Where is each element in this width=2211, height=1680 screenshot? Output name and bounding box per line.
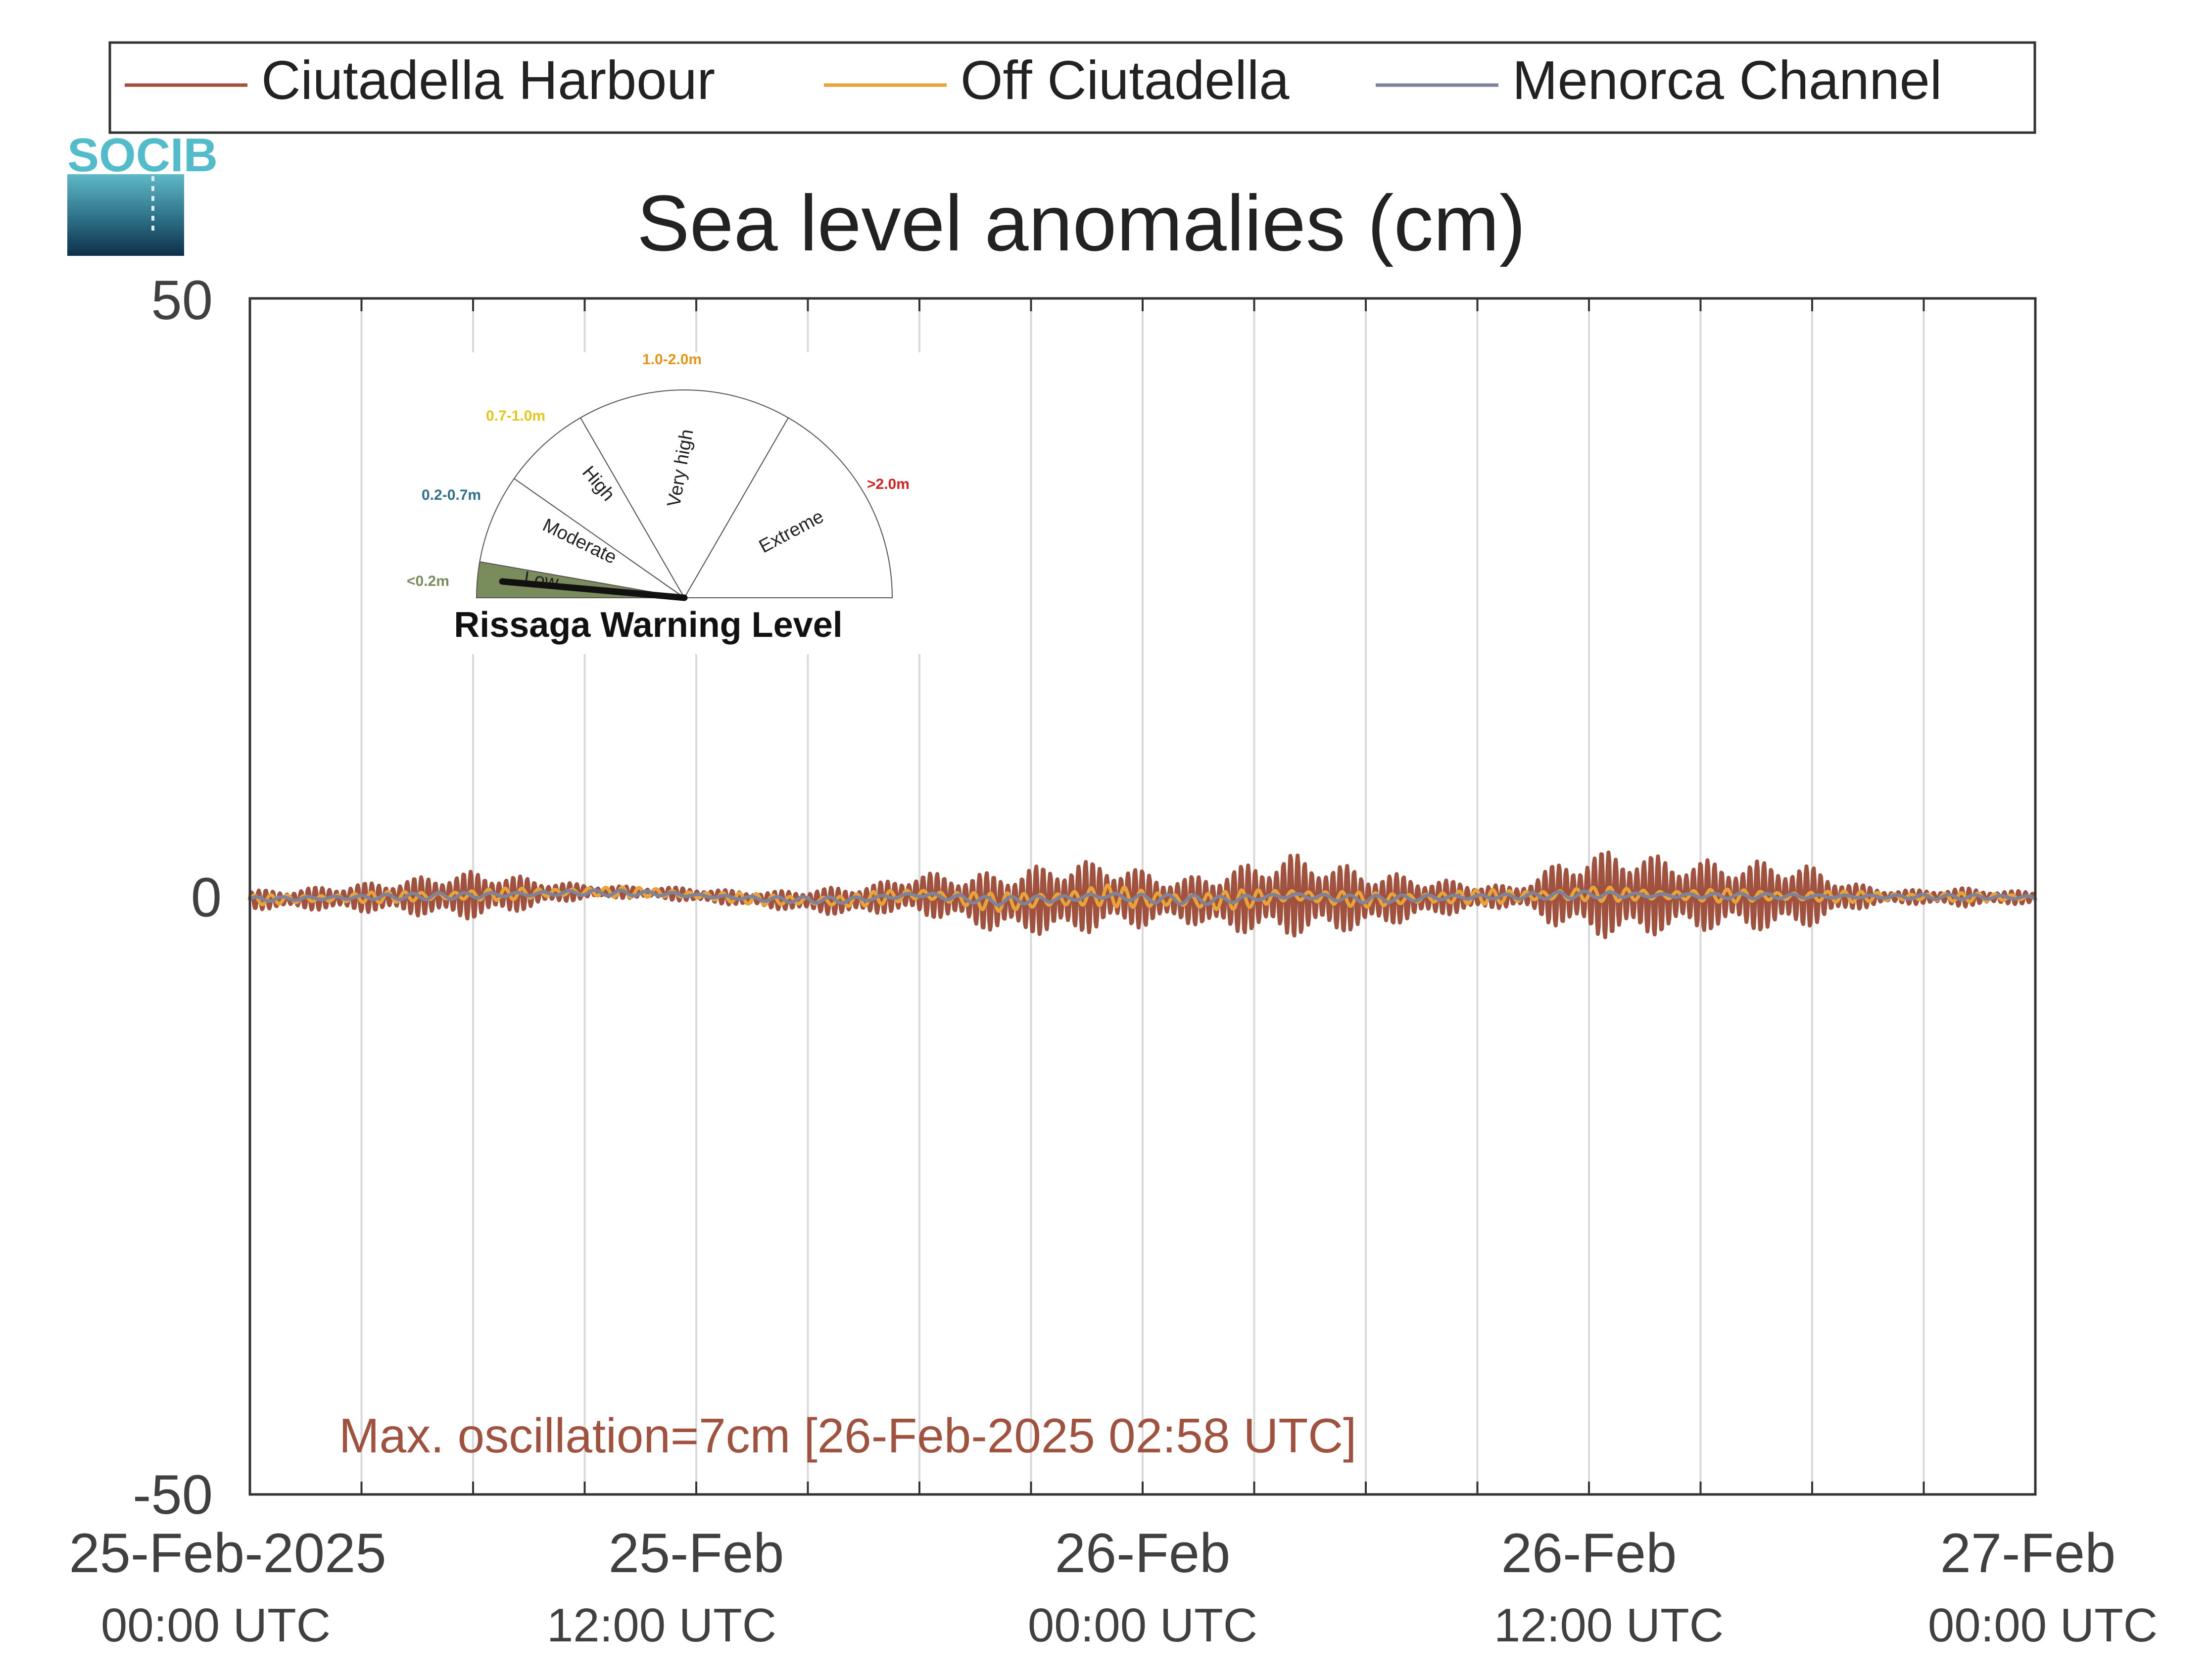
chart-title: Sea level anomalies (cm) [637,179,1526,267]
gauge-sector-moderate [479,478,685,598]
gauge-sector-extreme [683,417,893,598]
legend-label-off: Off Ciutadella [961,50,1290,111]
x-tick-label: 27-Feb [1940,1522,2116,1584]
x-tick-sublabel: 00:00 UTC [101,1599,331,1652]
socib-logo: SOCIB [67,129,218,256]
legend-label-harbour: Ciutadella Harbour [261,50,715,111]
gauge-sector-high [513,417,685,598]
series-line-menorca-channel [249,888,2036,907]
gauge-range-veryhigh: 1.0-2.0m [642,351,702,368]
gauge-range-low: <0.2m [407,573,449,589]
x-tick-label: 25-Feb [609,1522,784,1584]
x-tick-label: 26-Feb [1501,1522,1677,1584]
legend-label-channel: Menorca Channel [1512,50,1942,111]
x-tick-label: 26-Feb [1055,1522,1231,1584]
y-tick-label: 0 [191,866,222,928]
gauge-sector-very-high [579,389,789,599]
socib-logo-text: SOCIB [67,129,218,182]
gauge-needle [499,578,688,601]
x-tick-labels: 25-Feb-2025 00:00 UTC 25-Feb 12:00 UTC 26-Fe… [69,1522,2158,1652]
x-tick-sublabel: 00:00 UTC [1028,1599,1257,1652]
series-line-off-ciutadella [248,883,2036,913]
gauge-range-extreme: >2.0m [867,476,910,492]
y-tick-label: 50 [151,269,213,331]
gauge-title: Rissaga Warning Level [454,605,843,645]
y-tick-label: -50 [133,1464,213,1526]
x-tick-label: 25-Feb-2025 [69,1522,386,1584]
max-oscillation-annotation: Max. oscillation=7cm [26-Feb-2025 02:58 … [339,1408,1356,1463]
x-tick-sublabel: 00:00 UTC [1928,1599,2158,1652]
series-layer [248,850,2037,939]
ticks-layer [360,298,1925,1494]
legend: Ciutadella Harbour Off Ciutadella Menorc… [108,41,2036,134]
gauge-range-moderate: 0.2-0.7m [422,487,481,503]
rissaga-gauge: <0.2m 0.2-0.7m 0.7-1.0m 1.0-2.0m >2.0m L… [401,351,925,654]
gauge-range-high: 0.7-1.0m [486,408,545,424]
x-tick-sublabel: 12:00 UTC [1494,1599,1724,1652]
x-tick-sublabel: 12:00 UTC [547,1599,776,1652]
